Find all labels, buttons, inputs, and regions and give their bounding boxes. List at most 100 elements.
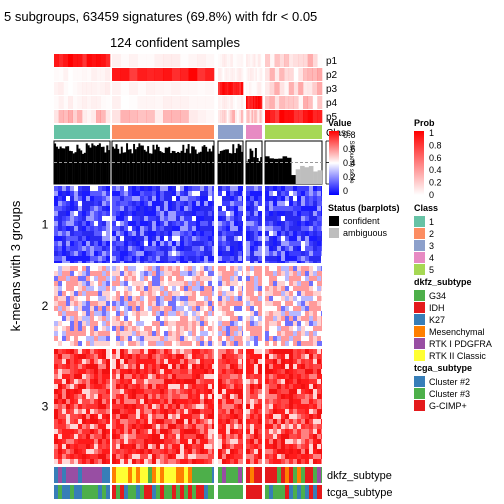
heatmap-cell	[313, 206, 317, 211]
heatmap-cell	[301, 261, 305, 263]
heatmap-cell	[273, 291, 277, 296]
heatmap-cell	[156, 399, 160, 404]
prob-track-p5-cell	[77, 110, 83, 123]
heatmap-cell	[90, 316, 94, 321]
heatmap-cell	[258, 409, 262, 414]
heatmap-cell	[293, 336, 297, 341]
heatmap-cell	[176, 271, 180, 276]
silhouette-bar	[194, 149, 197, 184]
heatmap-cell	[212, 186, 214, 191]
heatmap-cell	[258, 216, 262, 221]
heatmap-cell	[62, 369, 66, 374]
heatmap-cell	[226, 241, 230, 246]
heatmap-cell	[196, 281, 200, 286]
heatmap-cell	[265, 186, 269, 191]
dkfz-subtype-cell	[234, 467, 238, 483]
heatmap-cell	[196, 216, 200, 221]
heatmap-cell	[140, 459, 144, 464]
heatmap-cell	[285, 374, 289, 379]
prob-track-p5-cell	[82, 110, 87, 123]
heatmap-cell	[208, 321, 212, 326]
heatmap-cell	[116, 191, 120, 196]
silhouette-barplot: 00.51Silhouette score	[53, 139, 354, 188]
heatmap-cell	[242, 206, 243, 211]
heatmap-cell	[106, 251, 110, 256]
heatmap-cell	[94, 384, 98, 389]
heatmap-cell	[74, 384, 78, 389]
heatmap-cell	[242, 236, 243, 241]
heatmap-cell	[164, 206, 168, 211]
silhouette-bar	[226, 149, 229, 184]
heatmap-cell	[70, 186, 74, 191]
heatmap-cell	[218, 241, 222, 246]
heatmap-cell	[66, 246, 70, 251]
heatmap-cell	[184, 404, 188, 409]
heatmap-cell	[112, 211, 116, 216]
heatmap-cell	[54, 196, 58, 201]
heatmap-cell	[285, 206, 289, 211]
heatmap-cell	[277, 221, 281, 226]
heatmap-cell	[196, 364, 200, 369]
heatmap-cell	[273, 221, 277, 226]
heatmap-cell	[160, 301, 164, 306]
heatmap-cell	[234, 221, 238, 226]
heatmap-cell	[212, 379, 214, 384]
heatmap-cell	[184, 399, 188, 404]
heatmap-cell	[94, 349, 98, 354]
heatmap-cell	[293, 369, 297, 374]
heatmap-cell	[277, 216, 281, 221]
prob-track-p5-cell	[307, 110, 313, 123]
heatmap-cell	[140, 341, 144, 346]
heatmap-cell	[160, 216, 164, 221]
heatmap-cell	[250, 276, 254, 281]
heatmap-cell	[160, 281, 164, 286]
heatmap-cell	[218, 286, 222, 291]
heatmap-cell	[86, 291, 90, 296]
heatmap-cell	[242, 389, 243, 394]
heatmap-cell	[62, 266, 66, 271]
heatmap-cell	[269, 206, 273, 211]
heatmap-cell	[152, 221, 156, 226]
heatmap-cell	[293, 266, 297, 271]
annotation-label-p3: p3	[326, 84, 338, 95]
heatmap-cell	[98, 286, 102, 291]
heatmap-cell	[78, 404, 82, 409]
heatmap-cell	[321, 384, 322, 389]
heatmap-cell	[212, 281, 214, 286]
heatmap-cell	[58, 364, 62, 369]
heatmap-cell	[254, 316, 258, 321]
heatmap-cell	[132, 419, 136, 424]
heatmap-cell	[188, 444, 192, 449]
tcga-subtype-cell	[66, 485, 70, 499]
heatmap-cell	[273, 384, 277, 389]
heatmap-cell	[285, 404, 289, 409]
heatmap-cell	[144, 404, 148, 409]
heatmap-cell	[148, 341, 152, 346]
prob-track-p4-cell	[265, 96, 271, 109]
heatmap-cell	[74, 276, 78, 281]
heatmap-cell	[293, 444, 297, 449]
heatmap-cell	[309, 349, 313, 354]
heatmap-cell	[86, 459, 90, 464]
heatmap-cell	[116, 414, 120, 419]
heatmap-cell	[176, 326, 180, 331]
heatmap-cell	[222, 266, 226, 271]
heatmap-cell	[254, 251, 258, 256]
heatmap-cell	[160, 409, 164, 414]
heatmap-cell	[82, 186, 86, 191]
heatmap-cell	[74, 404, 78, 409]
heatmap-cell	[120, 251, 124, 256]
heatmap-cell	[212, 359, 214, 364]
heatmap-cell	[62, 404, 66, 409]
prob-track-p2-cell	[260, 68, 263, 81]
heatmap-cell	[281, 384, 285, 389]
heatmap-cell	[136, 364, 140, 369]
heatmap-cell	[98, 206, 102, 211]
heatmap-cell	[281, 429, 285, 434]
heatmap-cell	[234, 311, 238, 316]
heatmap-cell	[66, 276, 70, 281]
heatmap-cell	[297, 379, 301, 384]
heatmap-cell	[226, 266, 230, 271]
heatmap-cell	[293, 196, 297, 201]
